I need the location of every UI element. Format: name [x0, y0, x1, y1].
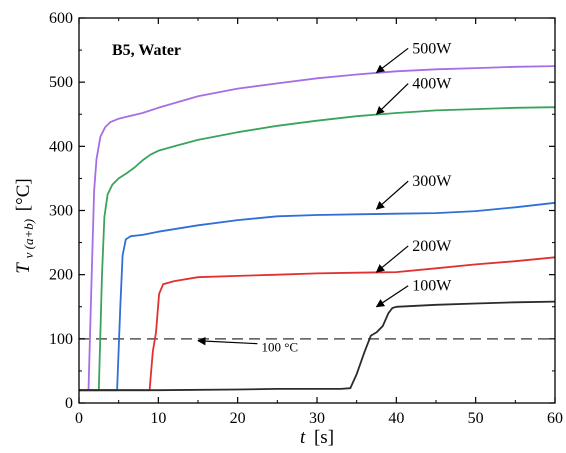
series-group: [79, 65, 556, 392]
x-axis-title: t [s]: [300, 427, 334, 448]
chart-title: B5, Water: [112, 42, 181, 59]
series-line-100w: [79, 300, 556, 392]
plot-area: [78, 17, 556, 404]
y-tick-label: 500: [49, 74, 73, 91]
annotation-label-300w: 300W: [412, 173, 452, 190]
annotation-label-100w: 100W: [412, 278, 452, 295]
series-line-500w: [79, 65, 556, 392]
x-axis-label-unit: [s]: [314, 427, 334, 448]
axis-ticks: [78, 17, 556, 404]
y-tick-label: 300: [49, 203, 73, 220]
y-tick-label: 600: [49, 10, 73, 27]
series-line-200w: [79, 256, 556, 392]
annotation-label-reference: 100 °C: [261, 340, 298, 355]
y-tick-label: 0: [65, 395, 73, 412]
y-tick-label: 400: [49, 138, 73, 155]
y-tick-label: 100: [49, 331, 73, 348]
annotation-arrow-200w: [375, 245, 409, 273]
series-annotations: 500W 400W 300W 200W 100W 100 °C: [197, 40, 452, 355]
x-tick-label: 30: [309, 410, 325, 427]
annotation-arrow-100w: [375, 285, 409, 308]
x-tick-label: 40: [388, 410, 404, 427]
y-axis-label-unit: [°C]: [13, 178, 34, 211]
annotation-label-500w: 500W: [412, 40, 452, 57]
annotation-arrow-reference: [197, 336, 258, 346]
y-axis-title: T v (a+b) [°C]: [13, 178, 38, 273]
annotation-arrow-300w: [375, 180, 409, 210]
y-axis-label-sub: v (a+b): [21, 219, 36, 258]
annotation-label-400w: 400W: [412, 76, 452, 93]
svg-text:T v (a+b) [°C]: T v (a+b) [°C]: [13, 178, 38, 273]
x-axis-label-main: t: [300, 427, 306, 448]
x-tick-label: 50: [468, 410, 484, 427]
annotation-label-200w: 200W: [412, 238, 452, 255]
x-tick-label: 60: [547, 410, 563, 427]
series-line-300w: [79, 201, 556, 392]
svg-text:t [s]: t [s]: [300, 427, 334, 448]
x-tick-label: 10: [150, 410, 166, 427]
x-tick-label: 0: [75, 410, 83, 427]
series-line-400w: [79, 106, 556, 392]
x-tick-label: 20: [230, 410, 246, 427]
annotation-arrow-500w: [375, 47, 409, 74]
annotation-arrow-400w: [375, 83, 409, 115]
y-axis-label-main: T: [13, 262, 34, 274]
y-tick-label: 200: [49, 267, 73, 284]
